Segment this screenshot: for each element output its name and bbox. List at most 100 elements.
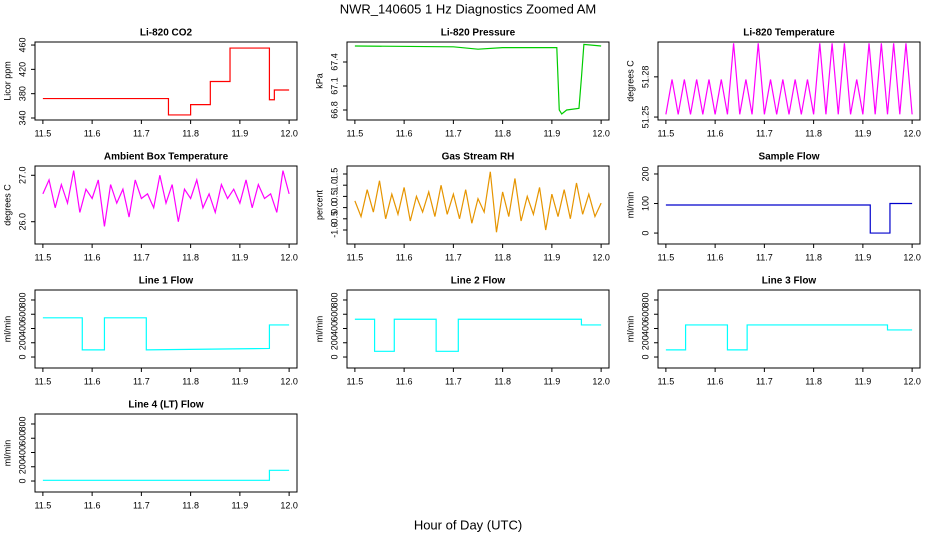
y-axis-label: ml/min [2,316,12,343]
x-tick-label: 11.6 [396,252,413,262]
x-tick-label: 11.6 [707,252,724,262]
y-tick-label: 66.8 [329,101,339,119]
panel-title: Line 4 (LT) Flow [128,400,204,411]
y-tick-label: 0 [640,231,650,236]
y-tick-label: 1.5 [329,168,339,181]
x-tick-label: 11.9 [231,500,248,510]
x-tick-label: 11.7 [756,128,773,138]
y-tick-label: 400 [17,445,27,460]
y-tick-label: 26.0 [17,213,27,231]
x-tick-label: 11.6 [396,376,413,386]
y-tick-label: 400 [640,321,650,336]
x-tick-label: 11.9 [231,252,248,262]
x-tick-label: 11.6 [396,128,413,138]
x-tick-label: 11.7 [445,252,462,262]
data-line [665,202,913,234]
y-tick-label: 800 [17,416,27,431]
plot-frame [657,289,921,369]
plot-area [42,469,290,481]
x-tick-label: 12.0 [592,252,610,262]
plot-frame [34,289,298,369]
x-tick-label: 11.9 [543,376,560,386]
panel: Sample Flow ml/min 11.5 11.6 11.7 11.8 11.9 12.… [625,152,921,263]
x-tick-label: 12.0 [280,500,298,510]
plot-area [665,324,913,351]
y-tick-label: 51.28 [640,66,650,89]
x-tick-label: 11.9 [854,128,871,138]
plot-frame [346,289,610,369]
plot-frame [346,165,610,245]
figure-title: NWR_140605 1 Hz Diagnostics Zoomed AM [340,1,597,16]
x-tick-label: 12.0 [592,128,610,138]
y-tick-label: 67.1 [329,77,339,95]
panel: Li-820 Temperature degrees C 11.5 11.6 11.7 1… [625,28,921,139]
y-axis-label: percent [314,189,324,220]
panel: Ambient Box Temperature degrees C 11.5 11.6… [2,152,298,263]
x-tick-label: 11.7 [756,376,773,386]
data-line [354,43,602,115]
x-tick-label: 11.5 [346,128,363,138]
data-line [42,47,290,116]
y-tick-label: 200 [329,335,339,350]
y-tick-label: 400 [17,321,27,336]
x-tick-label: 11.8 [182,252,199,262]
data-line [42,317,290,351]
x-tick-label: 11.5 [34,500,51,510]
x-axis-label: Hour of Day (UTC) [414,517,522,532]
panel: Line 2 Flow ml/min 11.5 11.6 11.7 11.8 11.9 12.… [314,276,610,387]
y-axis-label: ml/min [625,316,635,343]
x-tick-label: 11.6 [84,500,101,510]
y-tick-label: 800 [17,292,27,307]
y-tick-label: 600 [17,431,27,446]
y-tick-label: 400 [329,321,339,336]
panel-title: Line 2 Flow [451,276,506,287]
plot-frame [34,165,298,245]
panel-title: Ambient Box Temperature [104,152,229,163]
y-tick-label: 460 [17,38,27,53]
plot-area [665,202,913,234]
plot-area [42,47,290,116]
panel: Line 1 Flow ml/min 11.5 11.6 11.7 11.8 11.9 12.… [2,276,298,387]
panel: Line 3 Flow ml/min 11.5 11.6 11.7 11.8 11.9 12.… [625,276,921,387]
panel: Li-820 CO2 Licor ppm 11.5 11.6 11.7 11.8 11.9 1… [2,28,298,139]
y-tick-label: 420 [17,62,27,77]
panel-title: Line 1 Flow [139,276,194,287]
y-tick-label: 0.5 [329,190,339,203]
y-tick-label: 51.25 [640,106,650,129]
y-axis-label: ml/min [625,192,635,219]
panel: Line 4 (LT) Flow ml/min 11.5 11.6 11.7 11.8 11… [2,400,298,511]
y-axis-label: degrees C [2,184,12,226]
y-tick-label: 600 [640,307,650,322]
x-tick-label: 11.8 [182,128,199,138]
x-tick-label: 12.0 [592,376,610,386]
y-tick-label: 100 [640,196,650,211]
y-axis-label: Licor ppm [2,61,12,101]
panel-title: Line 3 Flow [762,276,817,287]
y-tick-label: 800 [640,292,650,307]
panel-title: Li-820 Pressure [441,28,516,39]
plot-area [42,170,290,227]
y-tick-label: 1.0 [329,179,339,192]
data-line [354,171,602,233]
x-tick-label: 11.7 [133,500,150,510]
x-tick-label: 11.8 [805,376,822,386]
x-tick-label: 11.5 [346,376,363,386]
plot-frame [657,165,921,245]
y-tick-label: 340 [17,110,27,125]
x-tick-label: 11.9 [543,128,560,138]
x-tick-label: 11.5 [657,128,674,138]
y-tick-label: 67.4 [329,53,339,71]
data-line [354,318,602,352]
data-line [665,43,913,115]
x-tick-label: 11.8 [494,376,511,386]
y-tick-label: 27.0 [17,167,27,185]
panel: Gas Stream RH percent 11.5 11.6 11.7 11.8 11.9… [314,152,610,263]
x-tick-label: 11.6 [707,376,724,386]
x-tick-label: 11.7 [133,252,150,262]
x-tick-label: 12.0 [903,252,921,262]
y-tick-label: 0 [640,355,650,360]
y-tick-label: 0 [17,479,27,484]
x-tick-label: 11.8 [805,252,822,262]
x-tick-label: 12.0 [280,376,298,386]
data-line [665,324,913,351]
